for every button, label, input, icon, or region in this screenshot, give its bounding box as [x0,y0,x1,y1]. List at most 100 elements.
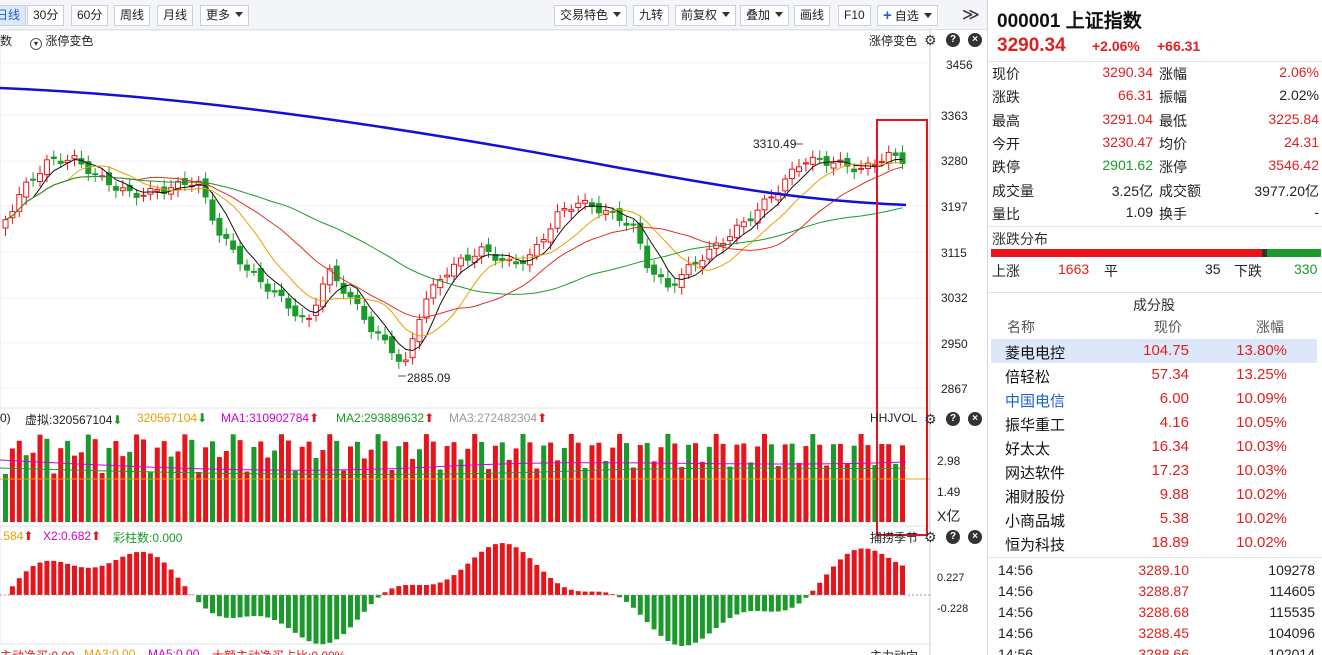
volume-bar [147,472,153,522]
ma5-line [5,158,903,352]
volume-bar [237,440,243,522]
add-watchlist-button[interactable]: + 自选 [877,5,938,26]
quote-label: 换手 [1159,205,1187,222]
macd-bar [44,560,50,595]
candle-body [733,224,740,239]
close-icon[interactable]: × [968,412,982,426]
candle-body [368,316,375,332]
volume-bar [486,468,491,522]
macd-bar [292,595,298,633]
gear-icon[interactable]: ⚙ [924,32,937,48]
volume-bar [630,467,636,522]
volume-bar [417,449,422,522]
volume-bar [258,441,264,522]
macd-bar [65,563,71,595]
bottom-indicator-name[interactable]: 主力动向 [870,647,918,655]
component-row[interactable]: 湘财股份 9.88 10.02% [991,483,1317,507]
volume-bar [292,470,298,522]
volume-bar [396,446,402,522]
candle-body [437,279,444,289]
candle-body [195,180,202,186]
overlay-dropdown[interactable]: 叠加 [740,5,790,26]
candle-body [740,221,747,228]
macd-bar [706,595,712,634]
volume-bar [762,434,767,522]
volume-bar [672,443,678,522]
more-periods-dropdown[interactable]: 更多 [200,5,250,26]
candle-body [23,181,30,198]
kline-chart-svg[interactable] [0,30,987,655]
quote-value: 24.31 [1283,133,1319,150]
period-60min-button[interactable]: 60分 [71,5,109,26]
limit-change-right-label[interactable]: 涨停变色 [869,34,918,48]
adjust-dropdown[interactable]: 前复权 [675,5,737,26]
macd-bar [513,547,519,595]
volume-bar [375,434,381,522]
macd-indicator-name[interactable]: 捕捞季节 [870,531,919,545]
distribution-flat-fill [1261,249,1268,257]
expand-panel-icon[interactable]: ≫ [962,5,980,24]
component-row[interactable]: 网达软件 17.23 10.03% [991,459,1317,483]
component-row[interactable]: 恒为科技 18.89 10.02% [991,531,1317,555]
macd-y-tick-low: -0.228 [937,603,969,615]
period-daily-button[interactable]: 日线 [0,5,26,26]
limit-change-toggle[interactable]: ▾ 涨停变色 [30,32,93,50]
nine-turn-button[interactable]: 九转 [633,5,670,26]
candle-body [43,159,50,176]
component-row[interactable]: 振华重工 4.16 10.05% [991,411,1317,435]
component-row[interactable]: 菱电电控 104.75 13.80% [991,339,1317,363]
candle-body [16,194,23,212]
macd-bar [665,595,671,642]
macd-bar [506,544,512,595]
components-header: 名称 现价 涨幅 [991,314,1317,338]
quote-row: 今开 3230.47 均价 24.31 [988,132,1322,155]
close-icon[interactable]: × [968,33,982,47]
period-weekly-button[interactable]: 周线 [114,5,151,26]
macd-bar [313,595,319,644]
macd-bar [327,595,333,643]
close-icon[interactable]: × [968,530,982,544]
y-tick-3456: 3456 [946,58,973,72]
stock-title: 000001 上证指数 [997,6,1142,33]
quote-value: 3977.20亿 [1254,182,1319,199]
component-row[interactable]: 倍轻松 57.34 13.25% [991,363,1317,387]
component-name: 网达软件 [1005,465,1066,482]
chevron-down-icon [722,12,731,17]
tick-price: 3288.68 [1138,604,1189,620]
period-30min-button[interactable]: 30分 [27,5,65,26]
volume-bar [223,450,229,522]
volume-bar [127,451,133,522]
help-icon[interactable]: ? [946,33,960,47]
period-monthly-button[interactable]: 月线 [157,5,194,26]
macd-bar [251,595,257,616]
volume-bar [423,434,429,522]
macd-bar [548,577,554,595]
f10-button[interactable]: F10 [838,5,871,26]
volume-bar [513,448,519,522]
component-row[interactable]: 小商品城 5.38 10.02% [991,507,1317,531]
trade-features-dropdown[interactable]: 交易特色 [554,5,628,26]
component-pct: 10.02% [1236,510,1287,527]
component-pct: 10.09% [1236,390,1287,407]
volume-bar [78,452,84,522]
volume-bar [727,466,733,522]
macd-bar [637,595,643,615]
volume-bar [465,448,471,522]
component-row[interactable]: 中国电信 6.00 10.09% [991,387,1317,411]
macd-bar [237,595,243,618]
volume-indicator-name[interactable]: HHJVOL [870,411,918,425]
help-icon[interactable]: ? [946,412,960,426]
chevron-down-icon [235,12,244,17]
help-icon[interactable]: ? [946,530,960,544]
gear-icon[interactable]: ⚙ [924,411,937,427]
component-row[interactable]: 好太太 16.34 10.03% [991,435,1317,459]
gear-icon[interactable]: ⚙ [924,529,937,545]
candle-body [92,173,99,176]
candle-body [264,283,271,292]
tick-row: 14:56 3288.68 115535 [988,603,1322,624]
candle-body [858,167,865,170]
low-price-label: 2885.09 [407,371,451,385]
draw-line-button[interactable]: 画线 [794,5,831,26]
volume-bar [313,457,319,522]
